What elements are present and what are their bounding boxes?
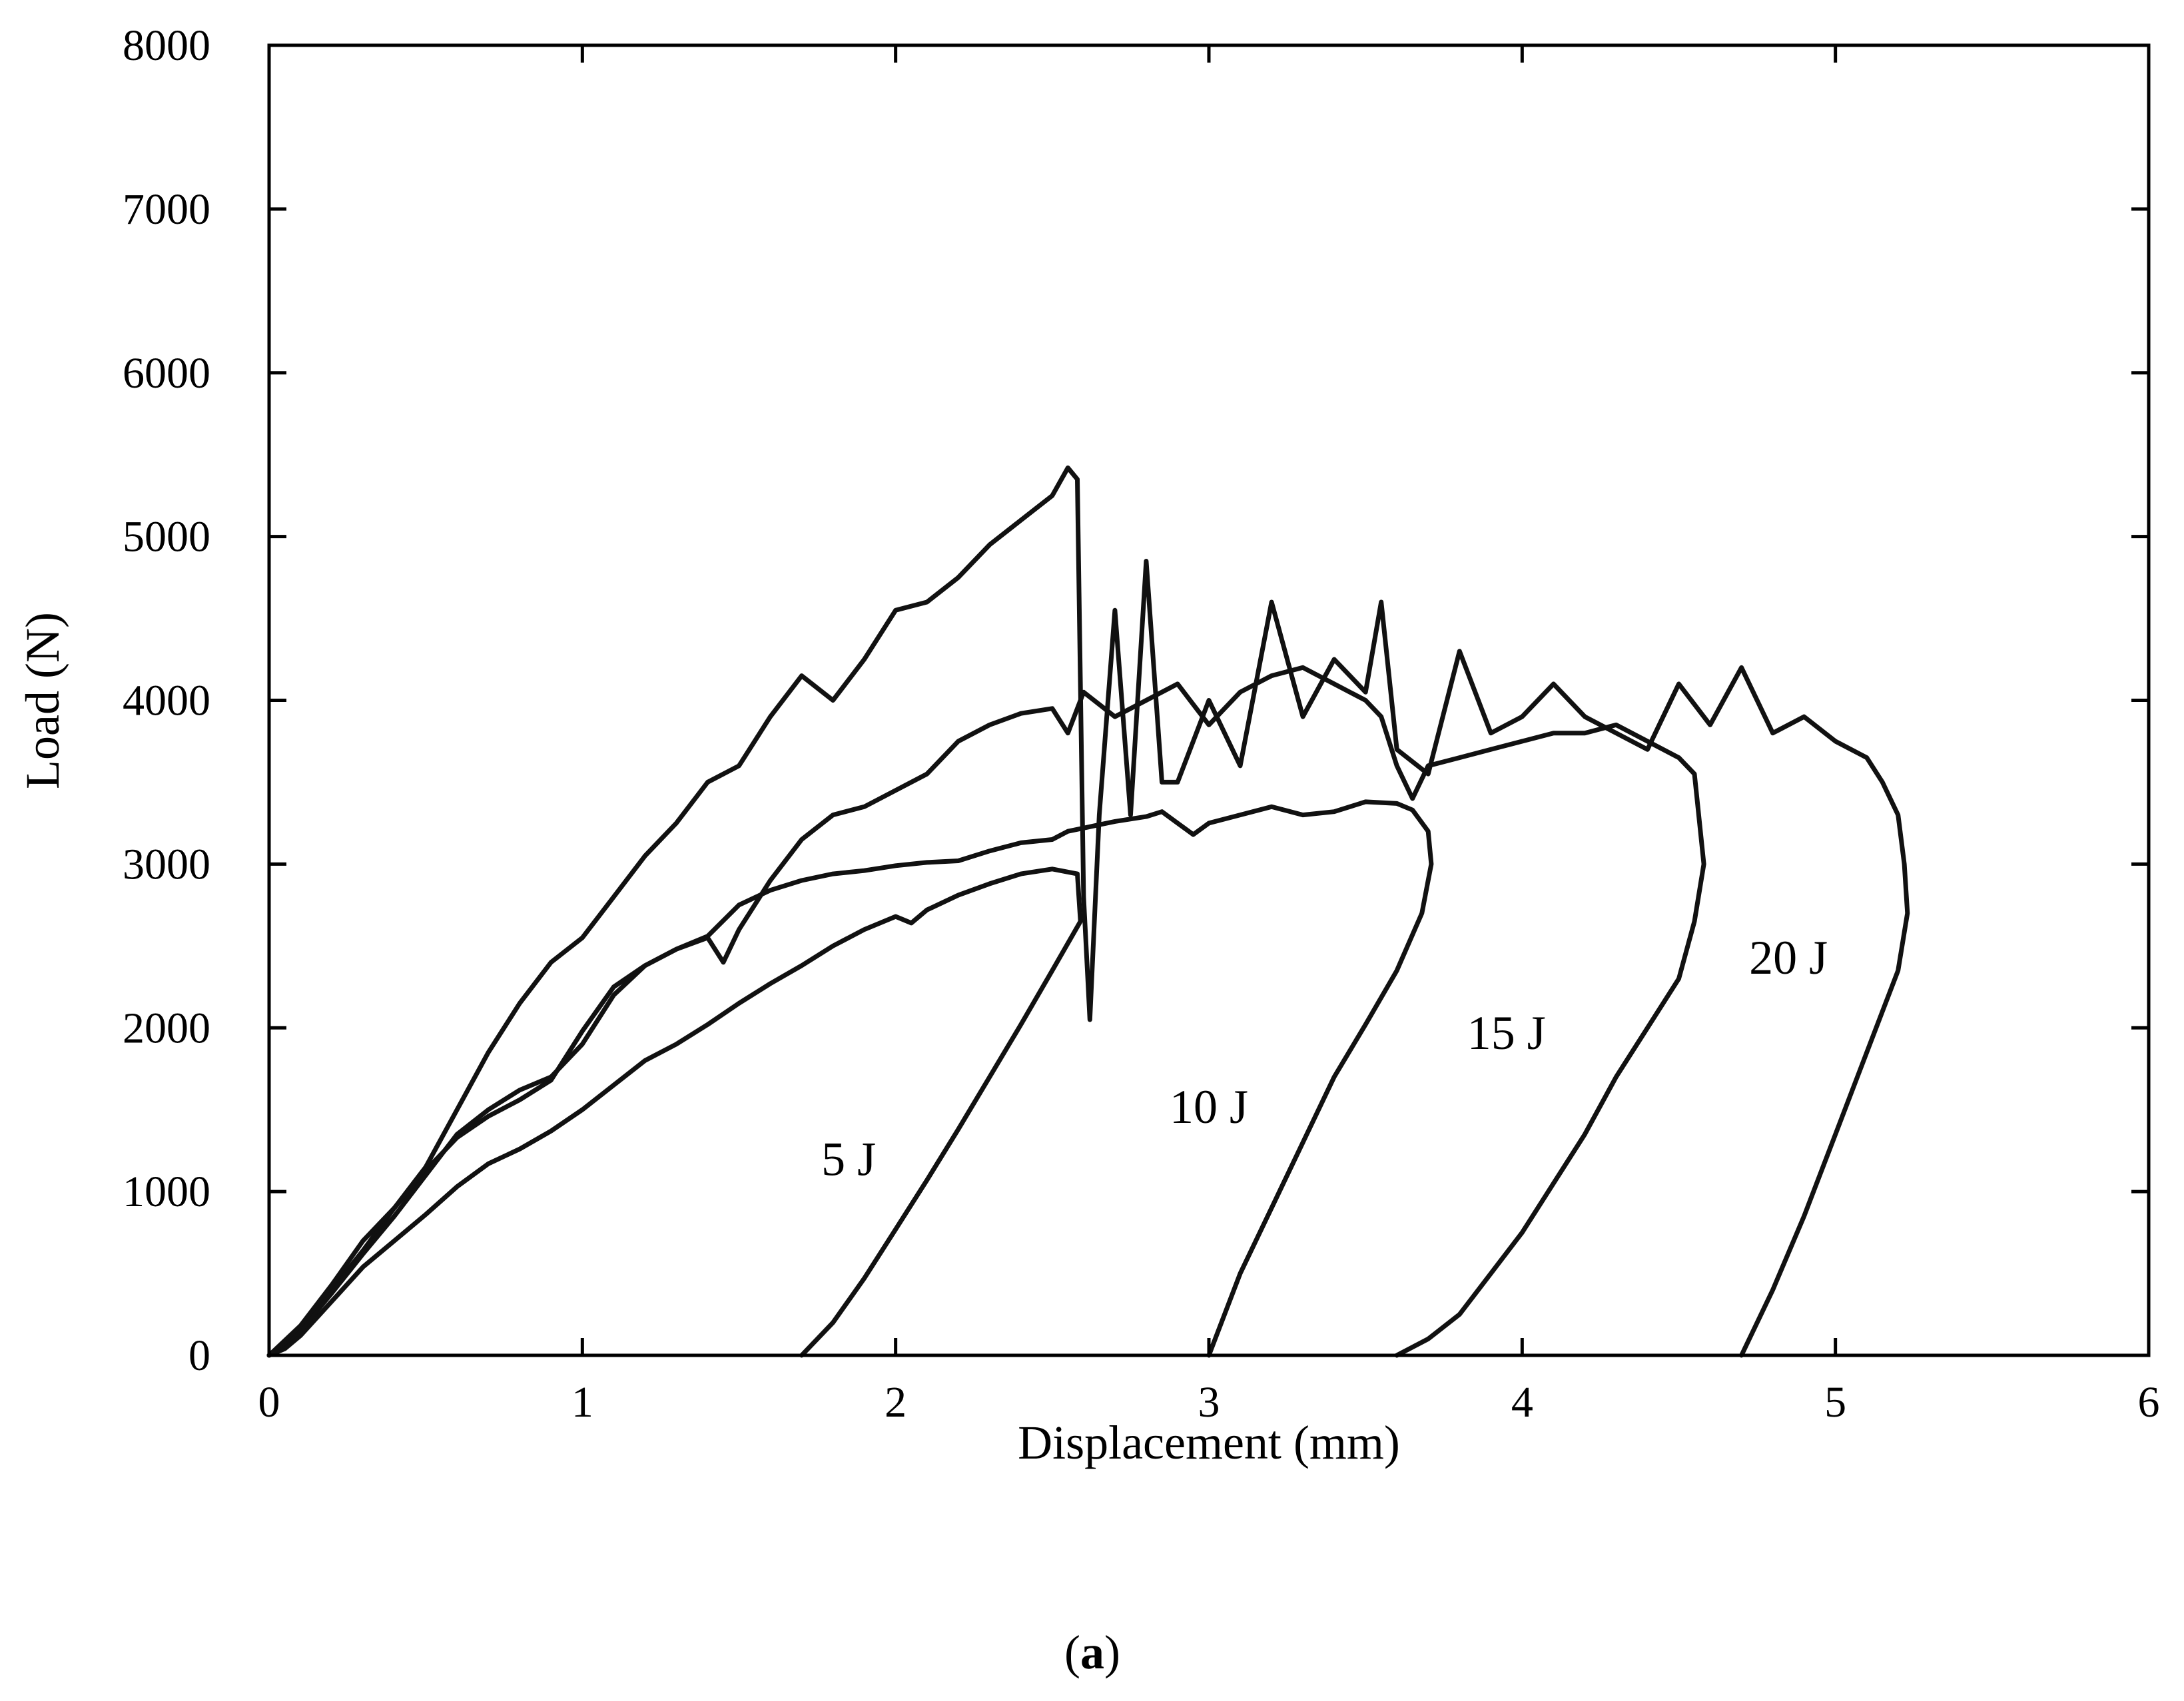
annotations-layer: 5 J 10 J 15 J 20 J (821, 931, 1828, 1186)
x-axis-title: Displacement (mm) (1018, 1416, 1400, 1469)
y-tick-label: 1000 (123, 1168, 210, 1216)
y-tick-label: 7000 (123, 185, 210, 234)
y-tick-label: 2000 (123, 1004, 210, 1052)
subfigure-label-open: ( (1064, 1626, 1080, 1679)
curve-label: 10 J (1170, 1080, 1248, 1134)
x-tick-label: 5 (1824, 1378, 1846, 1427)
series-line-20j (266, 465, 1910, 1358)
subfigure-label-close: ) (1104, 1626, 1120, 1679)
x-tick-label: 1 (571, 1378, 593, 1427)
series-line-15j (266, 665, 1706, 1358)
y-tick-label: 6000 (123, 349, 210, 398)
subfigure-label: (a) (1064, 1626, 1120, 1679)
y-axis-title: Load (N) (16, 612, 69, 789)
series-layer (266, 465, 1910, 1358)
y-tick-label: 0 (188, 1331, 210, 1380)
x-tick-label: 0 (258, 1378, 280, 1427)
ticks-layer: 0 1 2 3 4 5 6 0 1000 2000 3000 4000 5000 6000 7000 8000 (123, 21, 2160, 1427)
curve-label: 20 J (1749, 931, 1828, 984)
x-tick-label: 6 (2138, 1378, 2160, 1427)
series-line-10j (266, 799, 1434, 1358)
y-tick-label: 3000 (123, 840, 210, 888)
subfigure-label-letter: a (1080, 1626, 1104, 1679)
x-tick-label: 3 (1198, 1378, 1220, 1427)
y-tick-label: 5000 (123, 513, 210, 561)
curve-label: 5 J (821, 1133, 876, 1186)
y-tick-label: 4000 (123, 677, 210, 725)
x-tick-label: 4 (1511, 1378, 1533, 1427)
series-line-5j (266, 866, 1083, 1358)
y-tick-label: 8000 (123, 21, 210, 70)
x-tick-label: 2 (885, 1378, 907, 1427)
curve-label: 15 J (1467, 1006, 1546, 1060)
